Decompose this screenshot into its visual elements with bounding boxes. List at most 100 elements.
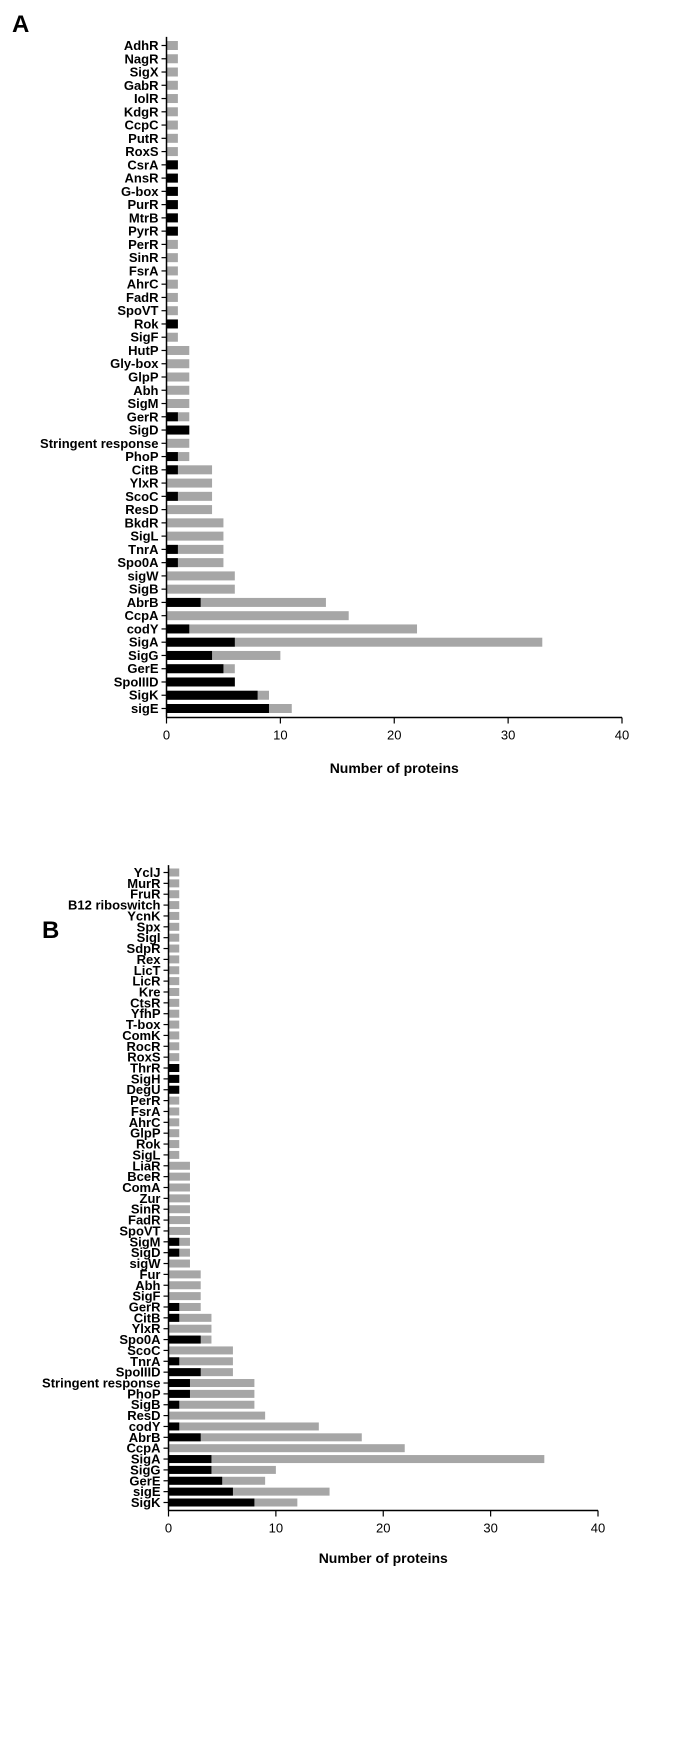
category-label-a-39: Spo0A [117, 555, 159, 570]
category-label-b-36: sigW [129, 1256, 161, 1271]
category-label-a-43: CcpA [125, 608, 160, 623]
bar-subset-b-57 [168, 1487, 233, 1496]
bar-subset-a-39 [166, 558, 178, 568]
category-label-b-8: Rex [137, 952, 162, 967]
bar-total-b-51 [168, 1422, 319, 1431]
category-label-b-13: YfhP [131, 1006, 161, 1021]
panel-a: A AdhRNagRSigXGabRIolRKdgRCcpCPutRRoxSCs… [12, 11, 629, 776]
bar-total-b-29 [168, 1183, 190, 1192]
bar-subset-a-28 [166, 412, 178, 422]
bar-total-a-2 [166, 67, 178, 77]
category-label-a-41: SigB [129, 582, 159, 597]
bar-total-b-44 [168, 1346, 233, 1355]
bar-subset-a-44 [166, 624, 190, 634]
category-label-b-43: Spo0A [119, 1332, 161, 1347]
bar-total-a-25 [166, 372, 190, 382]
category-label-a-22: SigF [130, 330, 158, 345]
bar-total-a-5 [166, 107, 178, 117]
bar-total-a-44 [166, 624, 418, 634]
bar-total-a-20 [166, 306, 178, 316]
category-label-b-46: SpoIIID [116, 1365, 161, 1380]
category-label-a-42: AbrB [127, 595, 159, 610]
bar-subset-a-45 [166, 637, 235, 647]
category-label-a-10: AnsR [125, 171, 160, 186]
category-label-b-37: Fur [140, 1267, 161, 1282]
bar-subset-b-48 [168, 1389, 190, 1398]
bar-subset-b-20 [168, 1085, 180, 1094]
bar-total-b-54 [168, 1455, 545, 1464]
bar-total-b-5 [168, 922, 180, 931]
category-label-a-12: PurR [127, 197, 159, 212]
bar-total-b-14 [168, 1020, 180, 1029]
bar-subset-b-58 [168, 1498, 255, 1507]
bar-subset-b-18 [168, 1064, 180, 1073]
bar-subset-a-48 [166, 677, 235, 687]
category-label-b-57: sigE [133, 1484, 161, 1499]
bar-total-a-30 [166, 438, 190, 448]
category-label-b-32: FadR [128, 1213, 161, 1228]
category-label-b-23: AhrC [129, 1115, 161, 1130]
category-label-b-4: YcnK [127, 908, 161, 923]
bar-total-a-36 [166, 518, 224, 528]
bar-subset-a-47 [166, 664, 224, 674]
category-label-a-30: Stringent response [40, 436, 158, 451]
category-label-a-28: GerR [127, 409, 159, 424]
category-label-a-23: HutP [128, 343, 159, 358]
bar-subset-a-34 [166, 491, 178, 501]
category-label-b-30: Zur [140, 1191, 161, 1206]
bar-subset-a-32 [166, 465, 178, 475]
category-label-a-8: RoxS [125, 144, 159, 159]
bar-total-a-32 [166, 465, 213, 475]
bar-total-a-4 [166, 94, 178, 104]
category-label-b-15: ComK [122, 1028, 161, 1043]
category-label-b-41: CitB [134, 1310, 161, 1325]
category-label-a-4: IolR [134, 91, 159, 106]
bar-subset-b-34 [168, 1237, 180, 1246]
bar-total-b-53 [168, 1444, 405, 1453]
category-label-b-45: TnrA [130, 1354, 161, 1369]
category-label-b-7: SdpR [127, 941, 162, 956]
bar-total-b-0 [168, 868, 180, 877]
bar-subset-a-42 [166, 597, 201, 607]
bar-total-a-34 [166, 491, 213, 501]
bar-total-a-15 [166, 239, 178, 249]
category-label-b-12: CtsR [130, 995, 161, 1010]
panel-b-letter: B [42, 917, 59, 944]
bar-total-a-39 [166, 558, 224, 568]
bar-subset-b-51 [168, 1422, 180, 1431]
category-label-b-9: LicT [134, 963, 161, 978]
category-label-a-11: G-box [121, 184, 159, 199]
bar-total-a-27 [166, 399, 190, 409]
category-label-a-34: ScoC [125, 489, 159, 504]
category-label-b-22: FsrA [131, 1104, 161, 1119]
bar-total-b-13 [168, 1009, 180, 1018]
x-tick-label-a-2: 20 [387, 728, 401, 743]
bar-total-b-3 [168, 901, 180, 910]
category-label-b-49: SigB [131, 1397, 161, 1412]
bar-total-a-40 [166, 571, 235, 581]
x-tick-label-b-1: 10 [269, 1521, 283, 1536]
category-label-a-33: YlxR [130, 476, 160, 491]
bar-total-a-46 [166, 650, 281, 660]
bar-subset-b-54 [168, 1455, 212, 1464]
x-axis-title-b: Number of proteins [319, 1550, 448, 1566]
category-label-a-20: SpoVT [117, 303, 158, 318]
bar-total-b-28 [168, 1172, 190, 1181]
bar-total-b-25 [168, 1140, 180, 1149]
bar-subset-b-41 [168, 1313, 180, 1322]
bar-total-b-4 [168, 911, 180, 920]
bar-total-b-1 [168, 879, 180, 888]
category-label-b-28: BceR [127, 1169, 161, 1184]
bar-total-a-18 [166, 279, 178, 289]
bar-total-b-6 [168, 933, 180, 942]
bar-total-b-26 [168, 1150, 180, 1159]
x-tick-label-b-2: 20 [376, 1521, 390, 1536]
category-label-a-27: SigM [127, 396, 158, 411]
bar-subset-a-14 [166, 226, 178, 236]
category-label-b-44: ScoC [127, 1343, 161, 1358]
bar-subset-a-46 [166, 650, 213, 660]
bar-total-b-37 [168, 1270, 201, 1279]
category-label-a-17: FsrA [129, 263, 159, 278]
bar-total-a-16 [166, 253, 178, 263]
